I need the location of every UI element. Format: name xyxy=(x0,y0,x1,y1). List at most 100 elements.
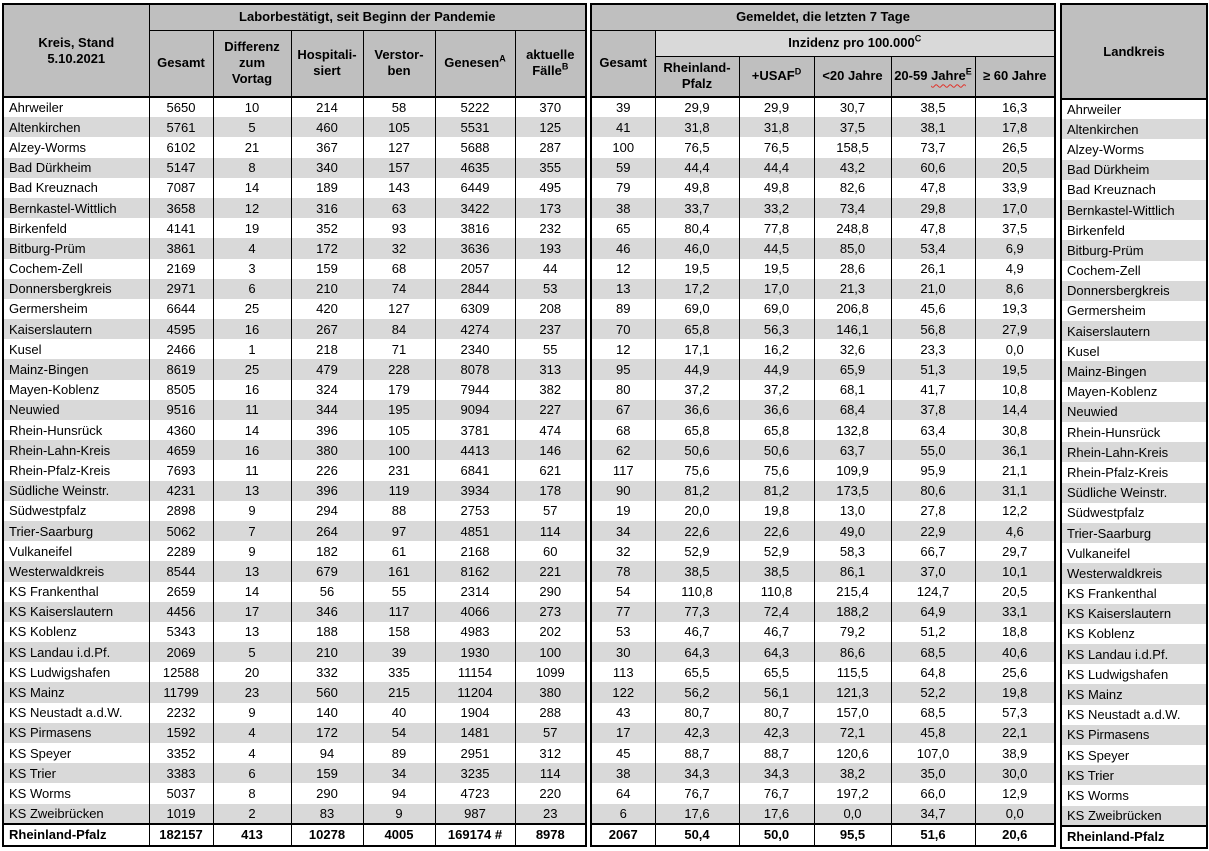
cell-differenz-vortag: 13 xyxy=(212,561,292,582)
cell-gesamt-7tage: 78 xyxy=(590,561,656,582)
cell-gesamt: 2169 xyxy=(148,258,214,279)
cell-inzidenz-rlp: 52,9 xyxy=(654,541,740,562)
cell-inzidenz-u20: 63,7 xyxy=(813,440,892,461)
cell-verstorben: 39 xyxy=(362,642,436,663)
table-row: KS Trier 3383 6 159 34 3235 114 xyxy=(2,763,587,784)
cell-differenz-vortag: 9 xyxy=(212,541,292,562)
cell-inzidenz-20-59: 37,8 xyxy=(890,399,976,420)
cell-verstorben: 158 xyxy=(362,621,436,643)
cell-genesen: 1904 xyxy=(434,702,516,723)
table-row: Alzey-Worms 6102 21 367 127 5688 287 xyxy=(2,137,587,158)
cell-inzidenz-60plus: 26,5 xyxy=(974,137,1056,158)
cell-inzidenz-u20: 21,3 xyxy=(813,278,892,299)
table-row: Donnersbergkreis 2971 6 210 74 2844 53 xyxy=(2,278,587,299)
landkreis-cell: Rhein-Hunsrück xyxy=(1060,422,1208,443)
table-row: Kaiserslautern 4595 16 267 84 4274 237 xyxy=(2,319,587,340)
cell-inzidenz-60plus: 20,6 xyxy=(974,822,1056,846)
cell-inzidenz-rlp: 75,6 xyxy=(654,460,740,481)
cell-aktuelle-faelle: 125 xyxy=(514,117,587,138)
landkreis-section-table: Landkreis Ahrweiler Altenkirchen Alzey-Wor… xyxy=(1060,3,1208,849)
cell-differenz-vortag: 6 xyxy=(212,278,292,299)
cell-differenz-vortag: 14 xyxy=(212,581,292,602)
kreis-cell: KS Ludwigshafen xyxy=(2,662,150,683)
cell-gesamt-7tage: 39 xyxy=(590,97,656,118)
table-row: Bad Dürkheim xyxy=(1060,159,1208,180)
cell-gesamt-7tage: 122 xyxy=(590,682,656,703)
cell-verstorben: 105 xyxy=(362,420,436,441)
cell-inzidenz-rlp: 17,6 xyxy=(654,803,740,824)
cell-gesamt: 5062 xyxy=(148,520,214,542)
cell-genesen: 4635 xyxy=(434,157,516,178)
landkreis-cell: Vulkaneifel xyxy=(1060,543,1208,564)
cell-aktuelle-faelle: 208 xyxy=(514,298,587,320)
kreis-cell: Bad Dürkheim xyxy=(2,157,150,178)
landkreis-cell: Rhein-Pfalz-Kreis xyxy=(1060,462,1208,483)
kreis-cell: KS Kaiserslautern xyxy=(2,601,150,622)
landkreis-cell: KS Zweibrücken xyxy=(1060,805,1208,826)
table-row: 70 65,8 56,3 146,1 56,8 27,9 xyxy=(590,319,1056,340)
cell-gesamt-7tage: 38 xyxy=(590,763,656,784)
cell-inzidenz-rlp: 65,5 xyxy=(654,662,740,683)
col-header-gesamt-7tage: Gesamt xyxy=(590,29,656,98)
cell-genesen: 2057 xyxy=(434,258,516,279)
cell-inzidenz-u20: 206,8 xyxy=(813,298,892,320)
table-row: 78 38,5 38,5 86,1 37,0 10,1 xyxy=(590,561,1056,582)
cell-aktuelle-faelle: 370 xyxy=(514,97,587,118)
table-row: 12 19,5 19,5 28,6 26,1 4,9 xyxy=(590,258,1056,279)
col-header-inzidenz-20-59: 20-59 JahreE xyxy=(890,55,976,98)
cell-inzidenz-60plus: 19,5 xyxy=(974,359,1056,380)
col-header-differenz-vortag: Differenz zum Vortag xyxy=(212,29,292,98)
cell-differenz-vortag: 13 xyxy=(212,480,292,501)
cell-inzidenz-60plus: 18,8 xyxy=(974,621,1056,643)
cell-inzidenz-usaf: 46,7 xyxy=(738,621,815,643)
cell-hospitalisiert: 210 xyxy=(290,642,364,663)
header-row-columns: Rheinland- Pfalz +USAFD <20 Jahre 20-59 … xyxy=(591,55,1056,98)
cell-genesen: 4723 xyxy=(434,783,516,804)
footnote-marker-c: C xyxy=(914,33,922,44)
cell-hospitalisiert: 83 xyxy=(290,803,364,824)
cell-inzidenz-u20: 173,5 xyxy=(813,480,892,501)
cell-inzidenz-20-59: 63,4 xyxy=(890,420,976,441)
col-header-verstorben: Verstor- ben xyxy=(362,29,436,98)
cell-inzidenz-rlp: 17,2 xyxy=(654,278,740,299)
cell-gesamt-7tage: 77 xyxy=(590,601,656,622)
cell-genesen: 5531 xyxy=(434,117,516,138)
landkreis-table-body: Ahrweiler Altenkirchen Alzey-Worms Bad Dürk… xyxy=(1060,99,1208,848)
cell-inzidenz-rlp: 64,3 xyxy=(654,642,740,663)
cell-verstorben: 68 xyxy=(362,258,436,279)
cell-inzidenz-20-59: 23,3 xyxy=(890,339,976,360)
landkreis-cell: KS Kaiserslautern xyxy=(1060,603,1208,624)
cell-differenz-vortag: 4 xyxy=(212,722,292,743)
kreis-cell: Altenkirchen xyxy=(2,117,150,138)
footnote-marker-e: E xyxy=(965,66,972,77)
cell-inzidenz-20-59: 80,6 xyxy=(890,480,976,501)
cell-genesen: 3781 xyxy=(434,420,516,441)
cell-gesamt: 2659 xyxy=(148,581,214,602)
cell-inzidenz-usaf: 76,7 xyxy=(738,783,815,804)
kreis-cell: Rhein-Hunsrück xyxy=(2,420,150,441)
cell-aktuelle-faelle: 53 xyxy=(514,278,587,299)
landkreis-cell: Bernkastel-Wittlich xyxy=(1060,199,1208,221)
cell-genesen: 4851 xyxy=(434,520,516,542)
cell-inzidenz-rlp: 17,1 xyxy=(654,339,740,360)
cell-verstorben: 88 xyxy=(362,500,436,521)
cell-verstorben: 228 xyxy=(362,359,436,380)
table-row: Westerwaldkreis xyxy=(1060,563,1208,584)
cell-inzidenz-usaf: 65,8 xyxy=(738,420,815,441)
cell-inzidenz-rlp: 65,8 xyxy=(654,319,740,340)
cell-inzidenz-u20: 49,0 xyxy=(813,520,892,542)
table-row: Germersheim xyxy=(1060,300,1208,322)
cell-inzidenz-u20: 30,7 xyxy=(813,97,892,118)
table-row: Altenkirchen xyxy=(1060,119,1208,140)
cell-hospitalisiert: 332 xyxy=(290,662,364,683)
cell-inzidenz-usaf: 29,9 xyxy=(738,97,815,118)
cell-verstorben: 34 xyxy=(362,763,436,784)
cell-aktuelle-faelle: 8978 xyxy=(514,822,587,846)
table-row: Bad Kreuznach xyxy=(1060,179,1208,200)
kreis-cell: Mayen-Koblenz xyxy=(2,379,150,400)
cell-aktuelle-faelle: 220 xyxy=(514,783,587,804)
cell-gesamt: 2232 xyxy=(148,702,214,723)
kreis-cell: Südliche Weinstr. xyxy=(2,480,150,501)
cell-inzidenz-20-59: 56,8 xyxy=(890,319,976,340)
cell-inzidenz-usaf: 69,0 xyxy=(738,298,815,320)
